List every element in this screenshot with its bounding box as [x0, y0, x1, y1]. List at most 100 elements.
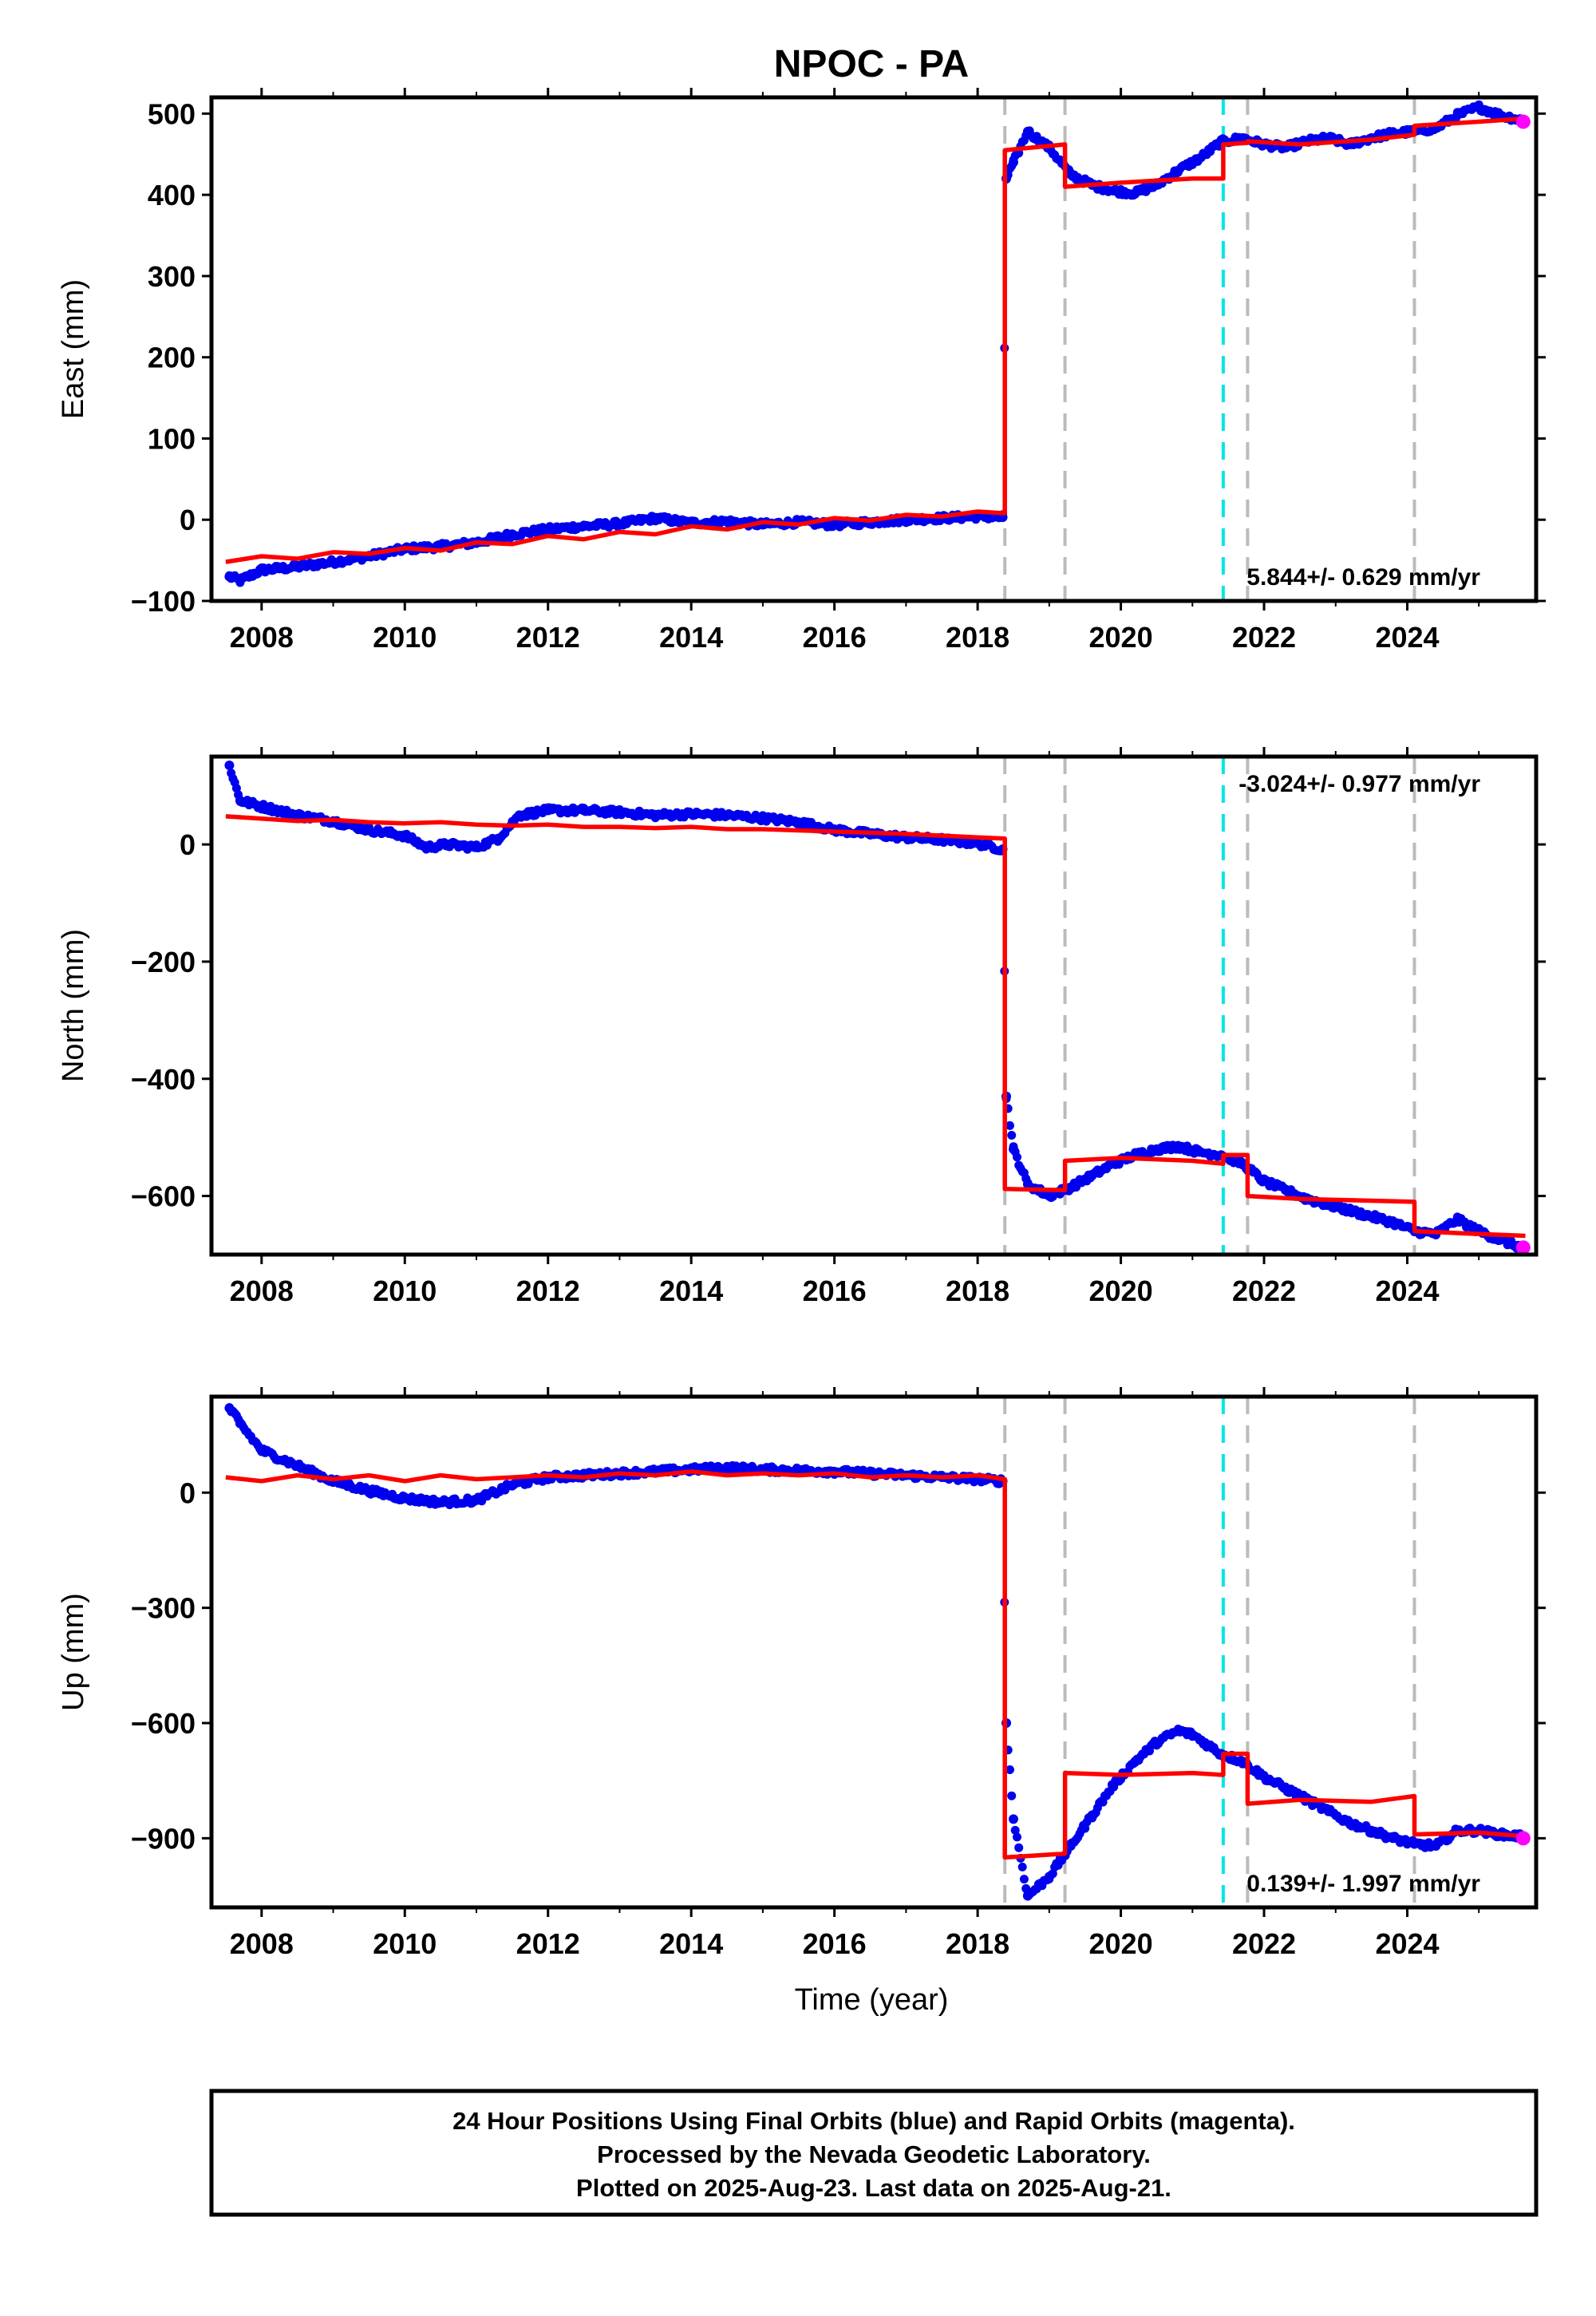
east-x-tick-label: 2010	[373, 621, 437, 654]
east-final-orbit-point	[1238, 132, 1248, 143]
chart-title: NPOC - PA	[774, 43, 969, 85]
east-final-orbit-point	[1108, 186, 1119, 196]
up-y-tick-label: −300	[131, 1592, 196, 1625]
north-x-tick-label: 2010	[373, 1275, 437, 1307]
up-final-orbit-point	[256, 1445, 267, 1456]
up-final-orbit-point	[722, 1463, 733, 1473]
east-final-orbit-point	[1195, 153, 1205, 164]
north-final-orbit-point	[235, 796, 245, 806]
up-x-tick-label: 2014	[659, 1927, 723, 1960]
north-final-orbit-point	[1238, 1159, 1248, 1169]
east-y-tick-label: 500	[148, 97, 196, 130]
up-final-orbit-point	[1010, 1825, 1020, 1835]
north-x-tick-label: 2016	[803, 1275, 867, 1307]
north-final-orbit-point	[421, 842, 432, 852]
north-final-orbit-point	[443, 840, 453, 850]
east-x-tick-label: 2016	[803, 621, 867, 654]
up-final-orbit-point	[1017, 1862, 1027, 1871]
north-final-orbit-point	[650, 810, 661, 820]
north-final-orbit-point	[1108, 1159, 1119, 1169]
east-final-orbit-point	[650, 513, 661, 524]
east-final-orbit-point	[1065, 169, 1076, 180]
north-x-tick-label: 2008	[230, 1275, 294, 1307]
up-final-orbit-point	[1022, 1891, 1033, 1901]
north-final-orbit-point	[543, 805, 553, 816]
north-final-orbit-point	[1495, 1235, 1506, 1245]
north-final-orbit-point	[1323, 1199, 1333, 1210]
east-x-tick-label: 2024	[1375, 621, 1439, 654]
east-final-orbit-series	[224, 100, 1527, 587]
east-final-orbit-point	[235, 575, 245, 586]
up-final-orbit-point	[235, 1418, 245, 1429]
up-x-tick-label: 2008	[230, 1927, 294, 1960]
north-plot-area	[224, 757, 1531, 1255]
up-final-orbit-point	[1280, 1783, 1290, 1793]
up-frame	[209, 1394, 1539, 1910]
north-final-orbit-point	[614, 807, 625, 817]
up-final-orbit-point	[1087, 1810, 1097, 1820]
up-final-orbit-point	[1173, 1725, 1183, 1736]
up-final-orbit-point	[1014, 1843, 1024, 1852]
east-velocity-annotation: 5.844+/- 0.629 mm/yr	[1246, 564, 1480, 591]
north-x-tick-label: 2024	[1375, 1275, 1439, 1307]
north-final-orbit-point	[579, 805, 589, 816]
up-x-tick-label: 2018	[946, 1927, 1009, 1960]
east-rapid-orbit-point	[1515, 114, 1531, 129]
up-y-tick-label: −600	[131, 1707, 196, 1740]
east-frame	[209, 95, 1539, 603]
up-final-orbit-point	[400, 1493, 410, 1504]
up-x-tick-label: 2022	[1232, 1927, 1296, 1960]
north-final-orbit-point	[224, 761, 235, 771]
north-y-tick-label: −600	[131, 1180, 196, 1213]
up-final-orbit-point	[1130, 1757, 1140, 1767]
up-final-orbit-point	[1259, 1772, 1270, 1782]
up-final-orbit-point	[436, 1497, 446, 1508]
east-final-orbit-point	[579, 521, 589, 532]
up-final-orbit-point	[1187, 1729, 1198, 1740]
north-final-orbit-point	[1195, 1147, 1205, 1157]
north-final-orbit-point	[1388, 1217, 1398, 1227]
north-final-orbit-point	[1173, 1141, 1183, 1152]
up-x-tick-label: 2016	[803, 1927, 867, 1960]
up-final-orbit-point	[1108, 1780, 1119, 1790]
north-rapid-orbit-point	[1515, 1240, 1531, 1255]
north-final-orbit-point	[1044, 1191, 1054, 1201]
east-final-orbit-point	[543, 524, 553, 535]
north-final-orbit-point	[364, 824, 374, 835]
east-model-line	[225, 116, 1526, 564]
east-y-tick-label: 200	[148, 342, 196, 374]
footer-line-1: 24 Hour Positions Using Final Orbits (bl…	[452, 2107, 1295, 2135]
east-final-orbit-point	[829, 520, 839, 530]
north-final-orbit-point	[1008, 1144, 1018, 1154]
north-final-orbit-point	[514, 810, 524, 820]
east-x-tick-label: 2022	[1232, 621, 1296, 654]
up-final-orbit-point	[1007, 1791, 1017, 1800]
up-final-orbit-point	[1019, 1875, 1029, 1884]
north-y-axis-label: North (mm)	[57, 929, 90, 1082]
up-final-orbit-point	[1065, 1841, 1076, 1852]
east-final-orbit-point	[1173, 165, 1183, 176]
north-final-orbit-point	[472, 842, 481, 852]
north-frame	[209, 754, 1539, 1257]
east-final-orbit-point	[1474, 102, 1484, 113]
up-final-orbit-point	[292, 1460, 302, 1471]
up-final-orbit-point	[1152, 1737, 1162, 1748]
up-final-orbit-point	[1238, 1757, 1248, 1767]
up-final-orbit-point	[1431, 1841, 1441, 1852]
north-x-tick-label: 2020	[1089, 1275, 1153, 1307]
north-final-orbit-point	[1087, 1170, 1097, 1180]
east-final-orbit-point	[292, 562, 302, 572]
east-final-orbit-point	[256, 565, 267, 575]
north-final-orbit-point	[1152, 1144, 1162, 1154]
east-y-axis-label: East (mm)	[57, 279, 90, 419]
east-final-orbit-point	[224, 571, 235, 582]
footer-line-2: Processed by the Nevada Geodetic Laborat…	[597, 2140, 1151, 2168]
up-final-orbit-point	[364, 1485, 374, 1496]
north-final-orbit-point	[1345, 1205, 1355, 1215]
north-x-tick-label: 2022	[1232, 1275, 1296, 1307]
up-final-orbit-point	[507, 1480, 517, 1490]
up-final-orbit-point	[1005, 1765, 1014, 1774]
east-final-orbit-point	[1022, 126, 1033, 136]
east-y-tick-label: 100	[148, 422, 196, 455]
